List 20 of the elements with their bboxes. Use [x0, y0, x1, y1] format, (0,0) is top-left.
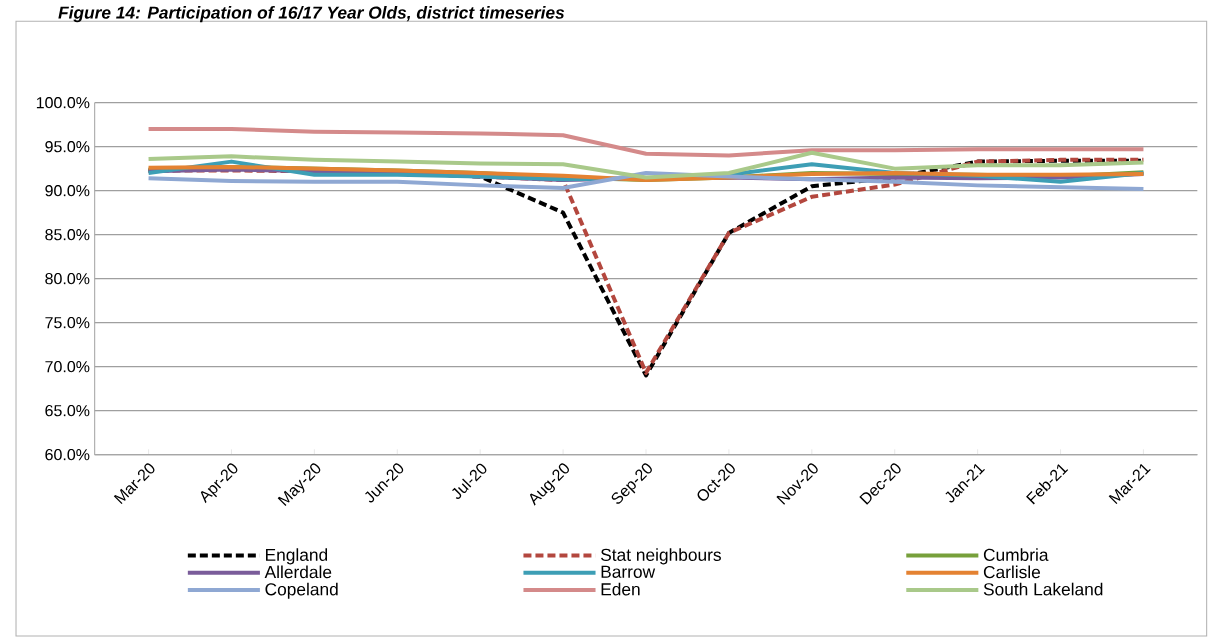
y-tick-label: 70.0% [45, 360, 90, 373]
y-tick-label: 90.0% [45, 184, 90, 197]
legend-label: South Lakeland [983, 582, 1103, 596]
y-tick-label: 75.0% [45, 316, 90, 329]
legend-label: Eden [601, 582, 640, 596]
y-tick-label: 60.0% [45, 448, 90, 461]
legend-label: Barrow [601, 565, 656, 578]
legend-label: Carlisle [983, 565, 1041, 579]
legend-label: Cumbria [983, 548, 1049, 561]
legend-label: Allerdale [264, 565, 332, 579]
legend-label: Stat neighbours [600, 548, 721, 565]
legend-label: England [266, 548, 328, 565]
y-tick-label: 95.0% [45, 140, 90, 153]
y-tick-label: 65.0% [45, 404, 90, 417]
y-tick-label: 100.0% [36, 96, 90, 109]
chart-title: Figure 14: Participation of 16/17 Year Olds, district timeseries [58, 5, 565, 23]
line-series [146, 150, 1146, 180]
legend-label: Copeland [265, 582, 338, 599]
y-tick-label: 80.0% [45, 272, 90, 285]
y-tick-label: 85.0% [45, 228, 90, 241]
